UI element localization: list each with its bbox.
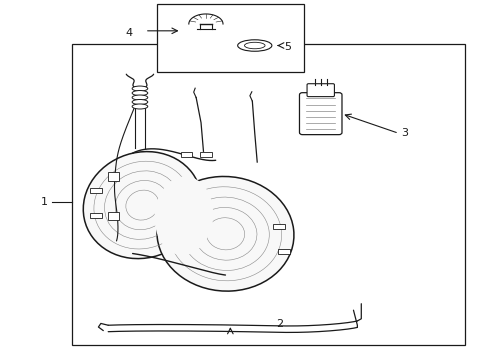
Ellipse shape (83, 152, 201, 258)
Text: 3: 3 (401, 129, 408, 138)
Bar (278, 249, 290, 254)
Ellipse shape (132, 90, 148, 95)
Bar (273, 224, 285, 229)
Ellipse shape (157, 176, 294, 291)
Bar (180, 152, 192, 157)
Bar (90, 188, 102, 193)
Text: 1: 1 (41, 197, 48, 207)
Bar (157, 4, 304, 72)
Ellipse shape (132, 86, 148, 91)
Text: 5: 5 (284, 42, 291, 52)
Ellipse shape (238, 40, 272, 51)
FancyBboxPatch shape (299, 93, 342, 135)
Ellipse shape (132, 104, 148, 109)
Bar (72, 44, 465, 345)
Bar (200, 152, 212, 157)
Bar (90, 213, 102, 219)
Ellipse shape (132, 99, 148, 104)
Ellipse shape (245, 42, 265, 49)
Ellipse shape (132, 95, 148, 100)
Ellipse shape (154, 176, 213, 255)
Polygon shape (189, 14, 223, 24)
FancyBboxPatch shape (307, 84, 334, 96)
Text: 2: 2 (276, 319, 283, 329)
Bar (108, 212, 119, 220)
Text: 4: 4 (125, 28, 133, 38)
Bar (108, 172, 119, 181)
